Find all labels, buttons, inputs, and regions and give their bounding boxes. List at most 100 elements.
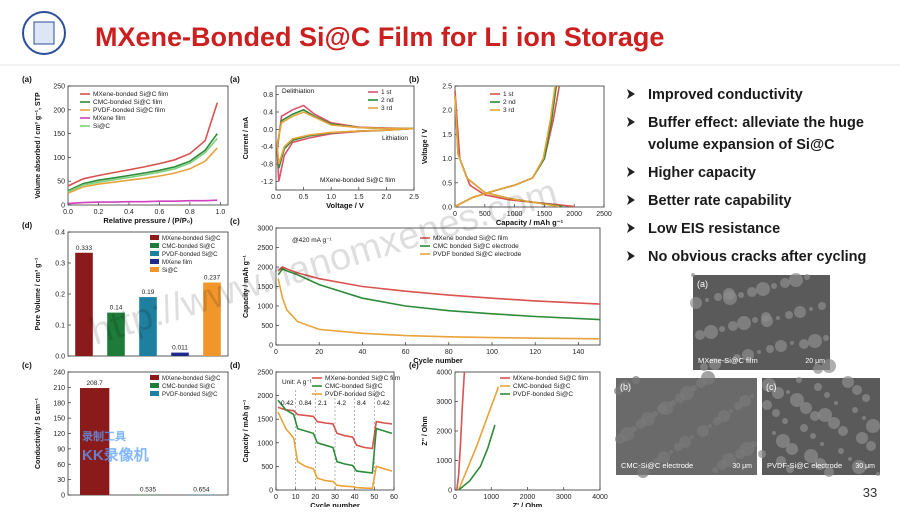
sem-texture (838, 426, 848, 436)
sem-texture (747, 287, 757, 297)
sem-texture (718, 410, 730, 422)
sem-texture (714, 293, 722, 301)
sem-texture (810, 411, 820, 421)
legend-label: 3 rd (381, 105, 393, 112)
y-tick-label: -0.4 (261, 144, 273, 151)
x-tick-label: 30 (331, 494, 339, 501)
sem-texture (766, 345, 774, 353)
sem-texture (820, 442, 824, 446)
y-tick-label: 2000 (436, 429, 452, 436)
x-tick-label: 20 (315, 349, 323, 356)
annotation: 2.1 (318, 400, 327, 407)
annotation: Lithiation (382, 135, 408, 142)
legend-label: MXene-bonded Si@C (162, 236, 221, 242)
y-tick-label: 30 (57, 477, 65, 484)
annotation: 0.42 (377, 400, 390, 407)
sem-texture (780, 278, 790, 288)
y-tick-label: 2500 (257, 370, 273, 377)
annotation: MXene-bonded Si@C film (320, 177, 395, 184)
y-tick-label: 0.1 (55, 323, 65, 330)
y-tick-label: 0.0 (55, 354, 65, 361)
annotation: 0.84 (299, 400, 312, 407)
sem-texture (834, 401, 838, 405)
sem-texture (705, 298, 709, 302)
y-tick-label: 90 (57, 446, 65, 453)
y-tick-label: 500 (261, 464, 273, 471)
y-tick-label: 0.4 (263, 110, 273, 117)
x-tick-label: 2000 (520, 494, 536, 501)
x-tick-label: 40 (359, 349, 367, 356)
y-tick-label: 1000 (257, 440, 273, 447)
y-axis-label: Current / mA (243, 117, 250, 159)
y-tick-label: 210 (53, 385, 65, 392)
sem-texture (632, 376, 640, 384)
y-tick-label: 0.3 (55, 261, 65, 268)
y-tick-label: 150 (53, 416, 65, 423)
x-tick-label: 50 (370, 494, 378, 501)
sem-texture (823, 335, 829, 341)
y-tick-label: 500 (261, 323, 273, 330)
sem-texture (772, 431, 776, 435)
legend-label: 2 nd (503, 99, 516, 106)
x-axis-label: Relative pressure / (P/P₀) (103, 216, 193, 225)
panel-label: (d) (230, 361, 241, 370)
legend-label: PVDF-bonded Si@C (513, 391, 573, 398)
x-tick-label: 0.0 (63, 209, 73, 216)
sem-texture (761, 312, 771, 322)
y-tick-label: 0 (448, 488, 452, 495)
legend-label: CMC-bonded Si@C (162, 384, 216, 390)
x-axis-label: Cycle number (413, 356, 463, 365)
x-tick-label: 0.5 (299, 194, 309, 201)
legend-label: MXene film (93, 115, 126, 122)
legend-swatch (150, 267, 159, 272)
legend-label: CMC-bonded Si@C (325, 383, 383, 390)
y-tick-label: -1.2 (261, 179, 273, 186)
sem-texture (704, 325, 718, 339)
sem-texture (776, 316, 780, 320)
sem-texture (809, 307, 813, 311)
sem-texture (652, 411, 658, 417)
x-tick-label: 0 (453, 494, 457, 501)
x-tick-label: 0.2 (94, 209, 104, 216)
legend-label: PVDF-bonded Si@C (325, 391, 385, 398)
x-tick-label: 1.0 (326, 194, 336, 201)
y-tick-label: 200 (53, 107, 65, 114)
annotation: 4.2 (337, 400, 346, 407)
sem-texture (786, 443, 798, 455)
sem-texture (800, 424, 808, 432)
x-tick-label: 2000 (566, 211, 582, 218)
x-tick-label: 140 (573, 349, 585, 356)
sem-texture (852, 385, 862, 395)
sem-texture (691, 273, 695, 277)
legend-swatch (150, 383, 159, 388)
legend-swatch (150, 251, 159, 256)
sem-texture (799, 339, 809, 349)
y-tick-label: 2000 (257, 393, 273, 400)
x-tick-label: 2.5 (409, 194, 419, 201)
sem-texture (690, 435, 694, 439)
y-axis-label: Volume absorbed / cm³ g⁻¹, STP (35, 92, 42, 199)
x-tick-label: 1000 (483, 494, 499, 501)
legend-label: MXene-bonded Si@C (162, 376, 221, 382)
sem-texture (876, 472, 880, 476)
y-tick-label: 1000 (436, 458, 452, 465)
legend-label: MXene film (162, 260, 192, 266)
recorder-tag: KK录像机 (82, 446, 149, 464)
legend-label: MXene-bonded Si@C film (93, 91, 168, 98)
sem-texture (813, 364, 823, 374)
y-tick-label: 1500 (257, 417, 273, 424)
sem-texture (712, 467, 718, 473)
sem-texture (814, 383, 822, 391)
bar-value-label: 0.535 (140, 487, 157, 494)
image-label: (a) (697, 279, 708, 289)
y-tick-label: 150 (53, 131, 65, 138)
sem-texture (719, 326, 725, 332)
sem-texture (786, 390, 790, 394)
y-tick-label: 3000 (436, 399, 452, 406)
legend-label: Si@C (162, 268, 178, 274)
y-tick-label: 1.0 (442, 156, 452, 163)
x-tick-label: 1.0 (216, 209, 226, 216)
bar (171, 353, 189, 356)
panel-label: (a) (230, 75, 240, 84)
annotation: 0.42 (281, 400, 294, 407)
